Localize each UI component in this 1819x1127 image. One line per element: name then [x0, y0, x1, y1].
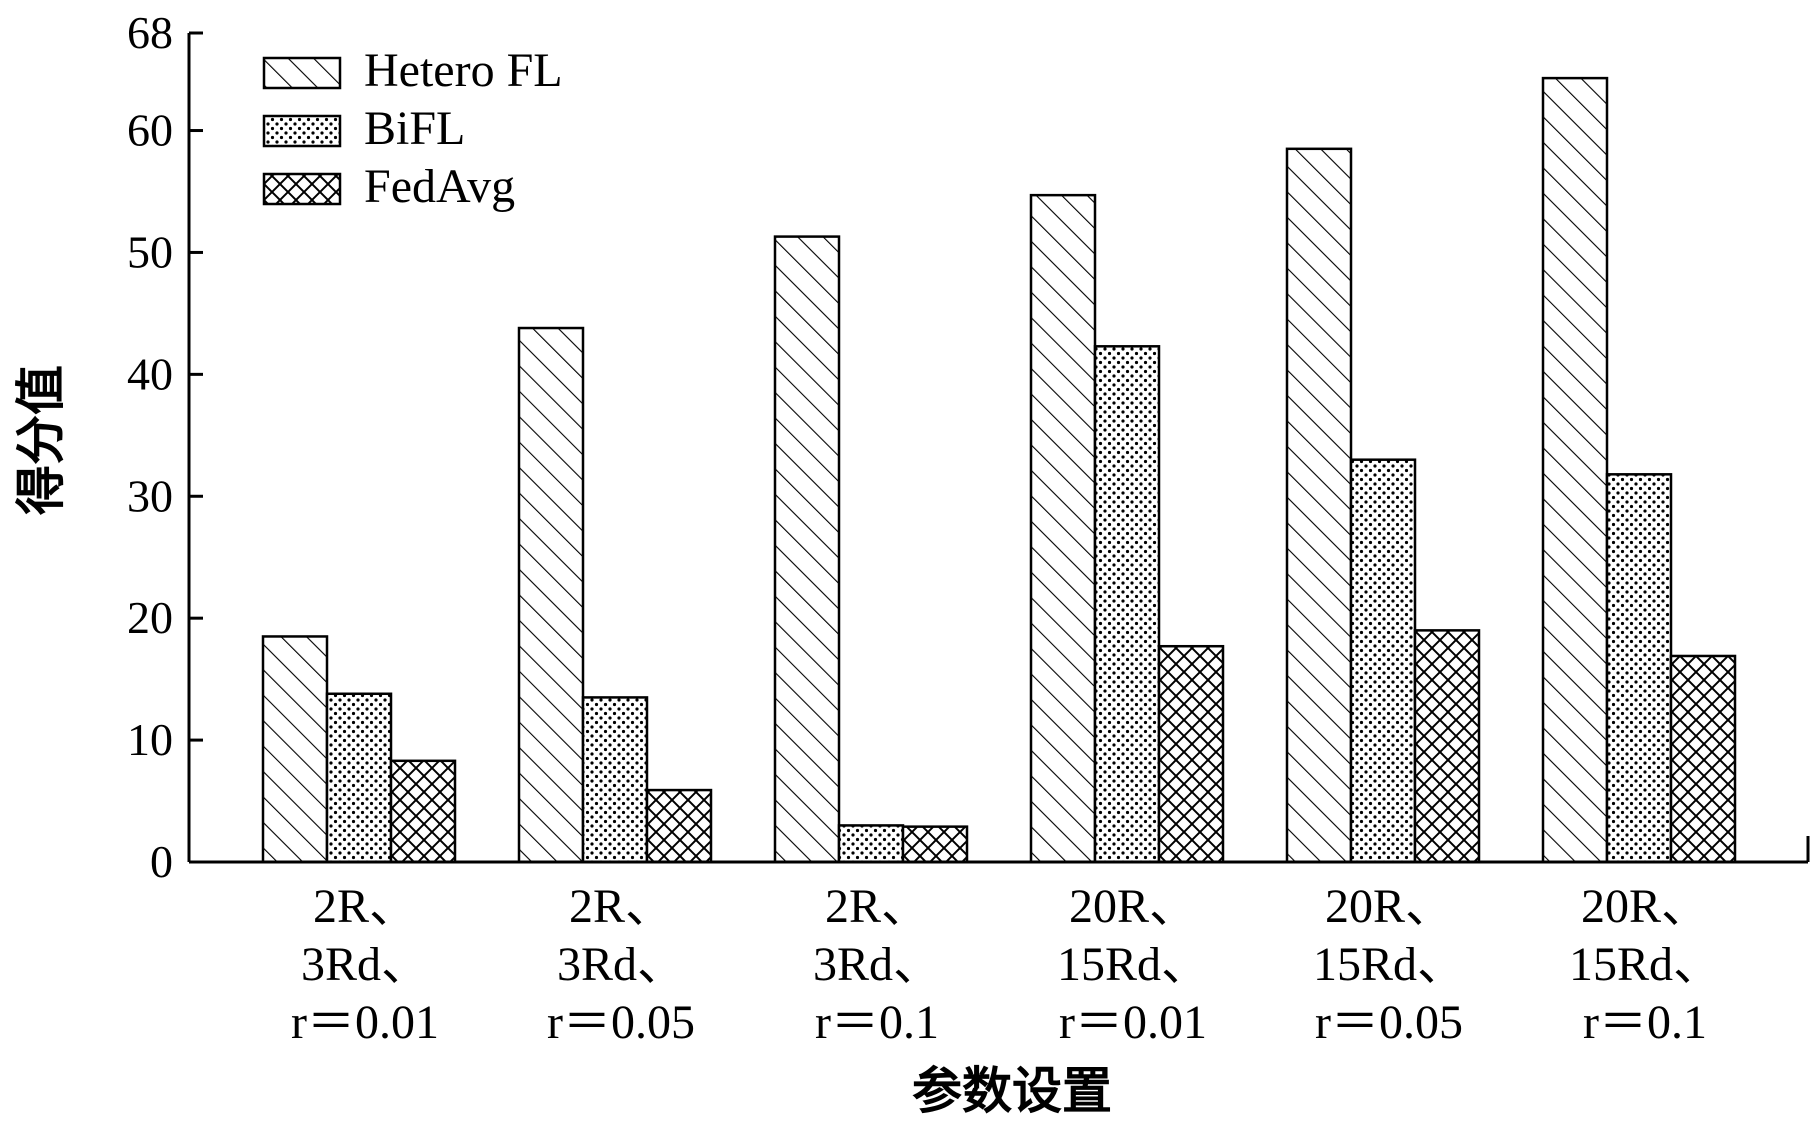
- bar-bifl: [1093, 345, 1161, 864]
- x-category-label-line: 15Rd、: [1569, 938, 1721, 991]
- x-category-label-line: 3Rd、: [557, 938, 685, 991]
- bar-fedavg: [901, 825, 969, 864]
- x-category-label-line: r＝0.01: [291, 996, 439, 1049]
- x-category-label-line: r＝0.1: [1583, 996, 1707, 1049]
- bar-bifl: [1349, 458, 1417, 864]
- y-tick-label: 0: [150, 836, 173, 887]
- x-category-label-line: 3Rd、: [301, 938, 429, 991]
- x-category-label-line: r＝0.01: [1059, 996, 1207, 1049]
- x-category-label-line: 2R、: [825, 880, 929, 933]
- y-tick-label: 50: [127, 226, 173, 277]
- bar-fedavg: [1669, 654, 1737, 864]
- y-tick-label: 20: [127, 592, 173, 643]
- legend-swatch: [262, 172, 342, 206]
- x-category-label-line: 15Rd、: [1313, 938, 1465, 991]
- bar-hetero-fl: [773, 235, 841, 864]
- legend-label: Hetero FL: [364, 44, 563, 97]
- legend-swatch: [262, 114, 342, 148]
- bar-fedavg: [1157, 644, 1225, 864]
- x-category-label-line: 2R、: [569, 880, 673, 933]
- x-category-label-line: r＝0.1: [815, 996, 939, 1049]
- bar-bifl: [325, 692, 393, 864]
- bar-bifl: [581, 696, 649, 864]
- bar-hetero-fl: [1285, 147, 1353, 864]
- y-tick-label: 40: [127, 348, 173, 399]
- y-axis-ticks: 0 10 20 30 40 50 60 68: [127, 7, 203, 887]
- legend-swatch: [262, 56, 342, 90]
- bar-bifl: [1605, 473, 1673, 864]
- y-tick-label: 60: [127, 105, 173, 156]
- x-category-label-line: r＝0.05: [547, 996, 695, 1049]
- legend-label: FedAvg: [364, 160, 515, 213]
- bar-fedavg: [645, 788, 713, 864]
- x-category-label-line: 20R、: [1069, 880, 1197, 933]
- y-tick-label: 30: [127, 470, 173, 521]
- legend-label: BiFL: [364, 102, 465, 155]
- x-category-label-line: 2R、: [313, 880, 417, 933]
- x-category-label-line: r＝0.05: [1315, 996, 1463, 1049]
- bar-bifl: [837, 824, 905, 864]
- y-tick-label: 68: [127, 7, 173, 58]
- bar-hetero-fl: [1029, 193, 1097, 864]
- x-axis-title: 参数设置: [912, 1062, 1112, 1120]
- bar-hetero-fl: [261, 635, 329, 864]
- x-category-label-line: 20R、: [1325, 880, 1453, 933]
- bar-fedavg: [1413, 629, 1481, 864]
- x-category-label-line: 3Rd、: [813, 938, 941, 991]
- bars-group: [261, 76, 1737, 864]
- x-category-label-line: 20R、: [1581, 880, 1709, 933]
- bar-hetero-fl: [1541, 76, 1609, 864]
- y-axis-title: 得分值: [12, 365, 70, 515]
- bar-fedavg: [389, 759, 457, 864]
- x-category-label-line: 15Rd、: [1057, 938, 1209, 991]
- x-axis-category-labels: 2R、3Rd、r＝0.012R、3Rd、r＝0.052R、3Rd、r＝0.120…: [291, 880, 1721, 1049]
- y-tick-label: 10: [127, 714, 173, 765]
- bar-hetero-fl: [517, 326, 585, 864]
